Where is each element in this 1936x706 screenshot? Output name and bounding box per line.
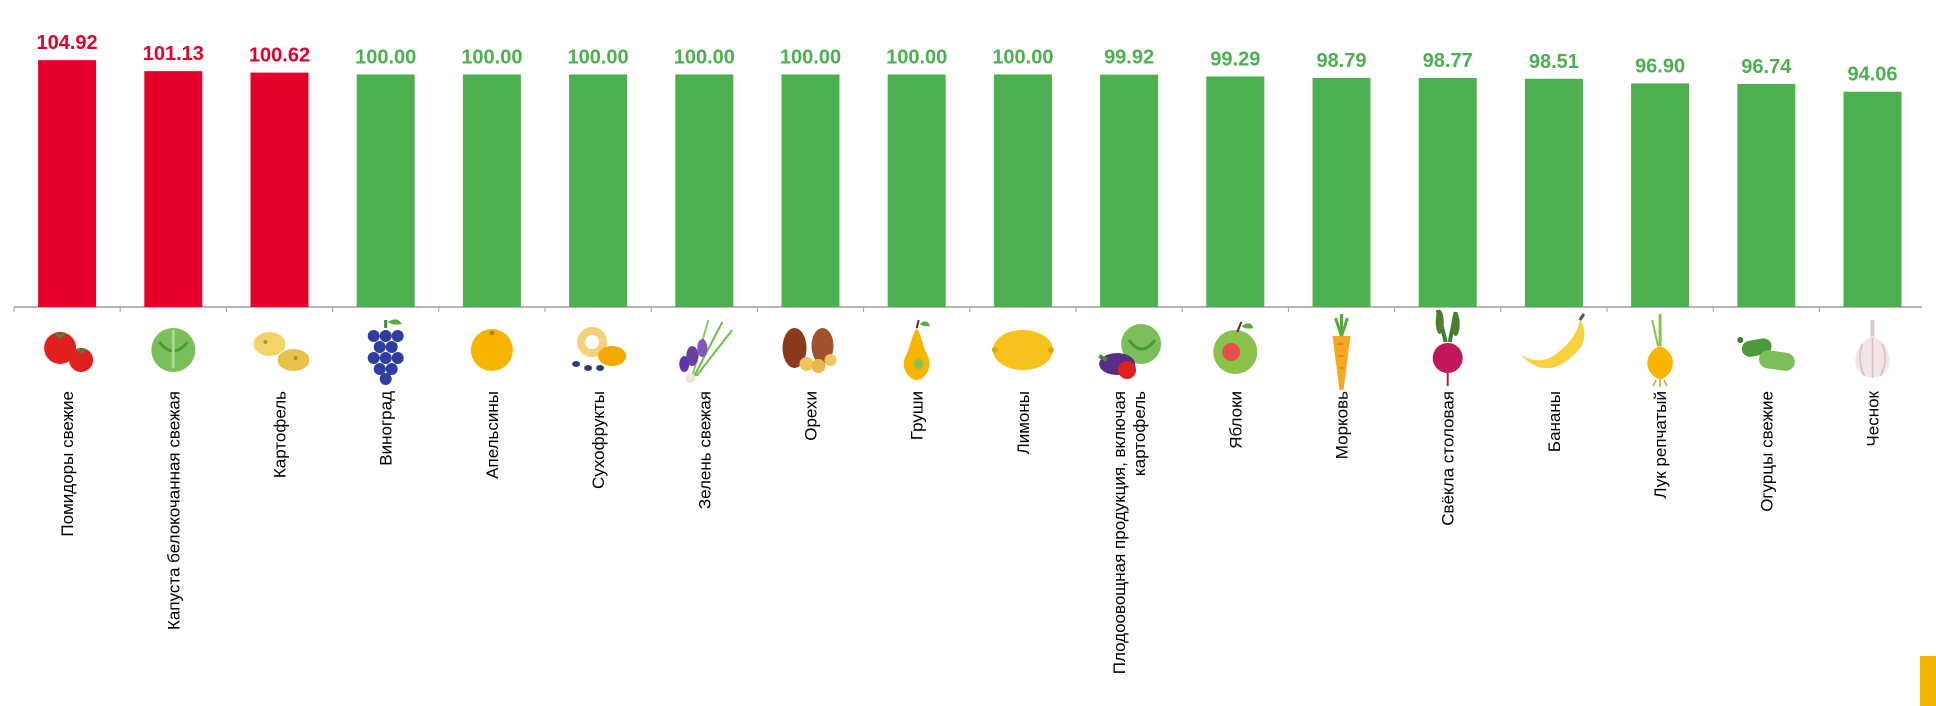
bar-17 (1737, 83, 1796, 308)
category-label-3: Картофель (271, 391, 290, 478)
apple-icon (1213, 321, 1258, 374)
bar-16 (1631, 83, 1690, 308)
category-label-10: Лимоны (1014, 391, 1033, 454)
bar-11 (1100, 74, 1159, 307)
bar-6 (569, 74, 628, 307)
category-label-5: Апельсины (483, 391, 502, 479)
category-label-8: Орехи (802, 391, 821, 441)
orange-icon (470, 329, 513, 371)
pear-icon (903, 319, 930, 380)
value-label-1: 104.92 (37, 32, 98, 54)
grape-icon (367, 319, 404, 385)
bar-12 (1206, 76, 1265, 307)
carrot-icon (1332, 314, 1351, 390)
category-label-6: Сухофрукты (589, 391, 608, 489)
value-label-16: 96.90 (1635, 55, 1685, 77)
category-label-16: Лук репчатый (1651, 391, 1670, 499)
bar-3 (250, 72, 309, 307)
category-label-1: Помидоры свежие (58, 391, 77, 537)
garlic-icon (1855, 320, 1890, 378)
potato-icon (253, 332, 310, 371)
category-label-14: Свёкла столовая (1439, 391, 1458, 526)
bar-8 (781, 74, 840, 307)
category-label-13: Морковь (1333, 391, 1352, 459)
value-label-11: 99.92 (1104, 47, 1154, 69)
lemon-icon (991, 330, 1054, 370)
bar-15 (1524, 78, 1583, 308)
value-label-4: 100.00 (355, 46, 416, 68)
value-label-13: 98.79 (1316, 50, 1366, 72)
beet-icon (1432, 309, 1463, 386)
banana-icon (1519, 313, 1586, 369)
bar-14 (1418, 78, 1477, 307)
corner-tab (1920, 656, 1936, 706)
category-label-11: Плодоовощная продукция, включаякартофель (1110, 391, 1149, 674)
category-label-18: Чеснок (1864, 390, 1883, 446)
bar-1 (38, 60, 97, 308)
onion-icon (1647, 314, 1673, 387)
value-label-3: 100.62 (249, 45, 310, 67)
tomato-icon (44, 331, 94, 372)
category-label-12: Яблоки (1226, 391, 1245, 449)
bar-7 (675, 74, 734, 307)
bar-4 (356, 74, 415, 307)
bar-13 (1312, 77, 1371, 308)
bar-2 (144, 71, 203, 307)
value-label-2: 101.13 (143, 43, 204, 65)
value-label-15: 98.51 (1529, 51, 1579, 73)
value-label-5: 100.00 (461, 46, 522, 68)
dried-fruit-icon (572, 327, 627, 371)
value-label-6: 100.00 (568, 46, 629, 68)
bar-18 (1843, 91, 1902, 307)
value-label-7: 100.00 (674, 46, 735, 68)
category-label-17: Огурцы свежие (1757, 391, 1776, 512)
nuts-icon (782, 328, 837, 373)
value-label-17: 96.74 (1741, 56, 1792, 78)
vegetables-icon (1098, 324, 1162, 379)
value-label-12: 99.29 (1210, 49, 1260, 71)
cucumber-icon (1737, 337, 1795, 371)
category-label-4: Виноград (377, 391, 396, 466)
bar-5 (462, 74, 521, 307)
bar-9 (887, 74, 946, 307)
cabbage-icon (151, 328, 196, 372)
value-label-8: 100.00 (780, 46, 841, 68)
greens-icon (679, 319, 734, 383)
value-label-18: 94.06 (1847, 64, 1897, 86)
category-label-7: Зелень свежая (695, 391, 714, 509)
value-label-10: 100.00 (992, 46, 1053, 68)
category-label-9: Груши (908, 391, 927, 440)
category-label-2: Капуста белокочанная свежая (164, 391, 183, 630)
bar-10 (993, 74, 1052, 307)
category-label-15: Бананы (1545, 391, 1564, 452)
value-label-9: 100.00 (886, 46, 947, 68)
value-label-14: 98.77 (1423, 50, 1473, 72)
